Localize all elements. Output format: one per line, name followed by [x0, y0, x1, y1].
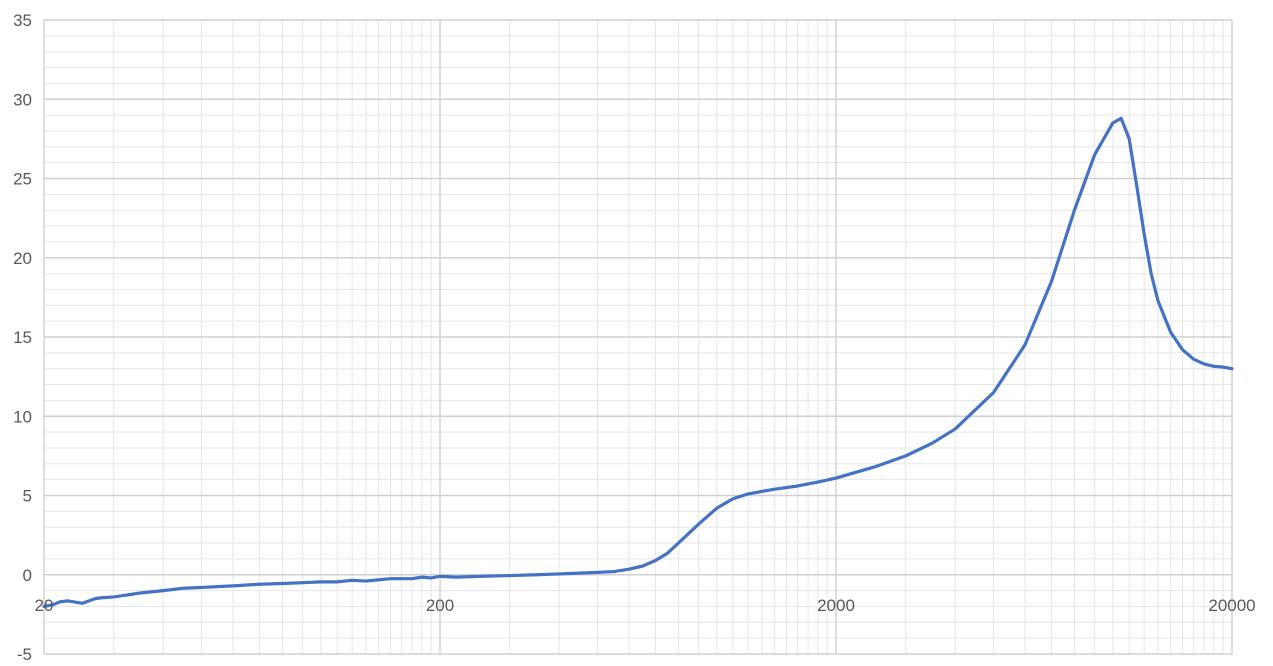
- x-tick-label: 200: [426, 596, 454, 615]
- x-tick-label: 20: [35, 596, 54, 615]
- y-tick-label: 0: [23, 566, 32, 585]
- y-tick-label: 25: [13, 170, 32, 189]
- y-tick-label: 15: [13, 328, 32, 347]
- y-tick-label: -5: [17, 645, 32, 664]
- tick-labels: -5 0 5 10 15 20 25 30 35 20 200 2000 20000: [13, 11, 1256, 664]
- major-gridlines: [43, 19, 1233, 655]
- y-tick-label: 20: [13, 249, 32, 268]
- y-tick-label: 30: [13, 90, 32, 109]
- x-tick-label: 2000: [817, 596, 855, 615]
- series-layer: [42, 116, 1234, 609]
- y-tick-label: 10: [13, 407, 32, 426]
- x-tick-label: 20000: [1208, 596, 1255, 615]
- y-tick-label: 35: [13, 11, 32, 30]
- series-line-0: [42, 116, 1234, 609]
- y-tick-label: 5: [23, 487, 32, 506]
